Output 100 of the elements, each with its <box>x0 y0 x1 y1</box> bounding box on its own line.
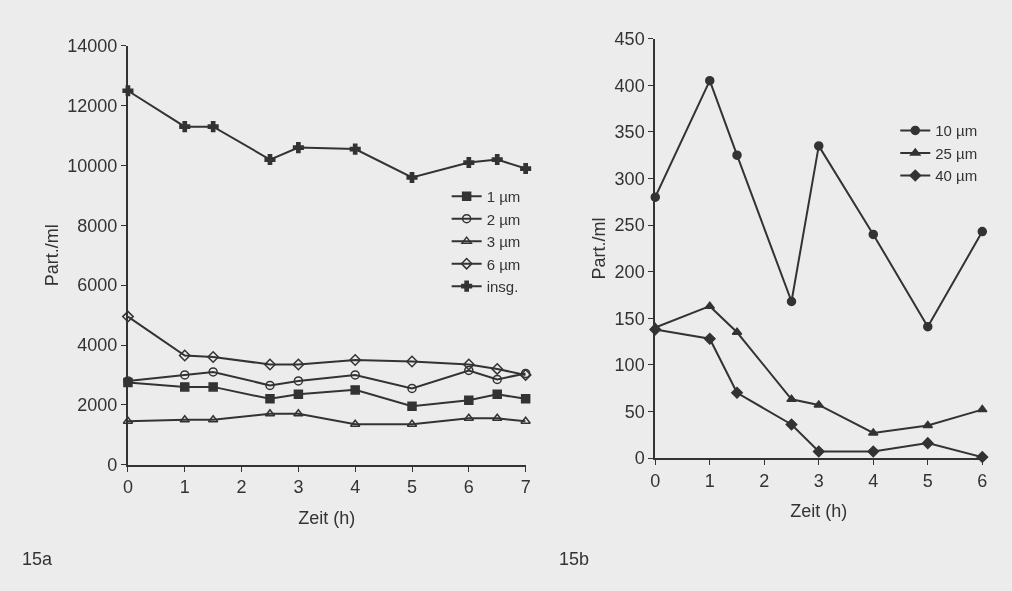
point <box>923 321 933 332</box>
point <box>122 416 134 425</box>
text: 15a <box>22 549 54 569</box>
point <box>407 401 417 412</box>
y-tick-label: 400 <box>614 75 645 96</box>
point <box>977 226 988 237</box>
y-tick-label: 0 <box>107 454 118 475</box>
y-tick-label: 0 <box>634 448 645 469</box>
y-tick-label: 14000 <box>67 36 118 57</box>
point <box>463 157 475 169</box>
point <box>732 150 742 160</box>
point <box>293 376 304 386</box>
y-tick-label: 12000 <box>67 96 118 117</box>
x-tick-label: 5 <box>922 470 933 491</box>
point <box>349 419 361 428</box>
y-axis-title: Part./ml <box>589 217 610 280</box>
y-tick-label: 350 <box>614 122 645 143</box>
y-tick-label: 6000 <box>77 275 118 296</box>
x-tick-label: 5 <box>407 477 418 498</box>
point <box>921 437 934 450</box>
x-tick-label: 2 <box>236 477 247 498</box>
point <box>180 382 190 392</box>
point <box>462 358 475 371</box>
x-axis-title: Zeit (h) <box>790 501 848 522</box>
point <box>520 416 532 425</box>
point <box>264 154 276 166</box>
legend-label: 6 µm <box>486 255 521 273</box>
point <box>207 121 219 133</box>
y-tick-label: 4000 <box>77 335 118 356</box>
point <box>264 358 276 371</box>
point <box>407 383 417 394</box>
point <box>786 296 797 307</box>
point <box>350 370 360 380</box>
point <box>406 419 418 428</box>
point <box>406 171 418 184</box>
x-tick-label: 2 <box>759 470 770 491</box>
point <box>406 355 418 368</box>
point <box>976 404 988 413</box>
point <box>492 389 502 400</box>
y-tick-label: 250 <box>614 215 645 236</box>
point <box>464 395 474 406</box>
point <box>121 310 134 323</box>
point <box>180 370 190 380</box>
x-tick-label: 3 <box>813 470 824 491</box>
y-tick-label: 450 <box>614 29 645 50</box>
x-tick-label: 4 <box>868 470 879 491</box>
y-tick-label: 8000 <box>77 215 118 236</box>
point <box>786 394 797 403</box>
y-tick-label: 10000 <box>67 155 118 176</box>
point <box>492 374 502 385</box>
point <box>868 229 879 240</box>
y-tick-label: 200 <box>614 261 645 282</box>
legend-label: 1 µm <box>486 188 521 205</box>
point <box>293 409 304 417</box>
point <box>731 386 743 399</box>
x-tick-label: 7 <box>520 477 531 498</box>
x-tick-label: 4 <box>350 477 361 498</box>
y-tick-label: 150 <box>614 308 645 329</box>
point <box>520 162 532 175</box>
point <box>867 445 880 458</box>
point <box>292 142 304 154</box>
y-tick-label: 100 <box>614 355 645 376</box>
legend-label: 40 µm <box>935 167 978 185</box>
point <box>703 332 716 345</box>
point <box>491 413 503 422</box>
point <box>208 382 218 392</box>
legend-label: 2 µm <box>486 210 521 228</box>
point <box>785 418 798 431</box>
x-tick-label: 0 <box>650 470 661 491</box>
point <box>208 367 218 377</box>
y-tick-label: 300 <box>614 168 645 189</box>
x-tick-label: 1 <box>704 470 715 491</box>
legend-label: 10 µm <box>935 122 978 140</box>
point <box>814 141 824 151</box>
point <box>350 385 360 395</box>
x-tick-label: 0 <box>122 477 133 498</box>
x-tick-label: 6 <box>463 477 474 498</box>
y-tick-label: 2000 <box>77 395 118 416</box>
point <box>705 75 715 86</box>
y-tick-label: 50 <box>624 401 645 422</box>
x-tick-label: 1 <box>179 477 190 498</box>
point <box>265 394 275 404</box>
x-tick-label: 3 <box>293 477 304 498</box>
legend-label: 3 µm <box>486 233 521 250</box>
y-axis-title: Part./ml <box>41 224 62 287</box>
point <box>265 380 275 391</box>
point <box>812 445 825 458</box>
text: 15b <box>559 549 590 569</box>
point <box>179 121 191 133</box>
point <box>349 143 361 155</box>
point <box>520 394 531 404</box>
point <box>293 389 304 400</box>
legend-label: 25 µm <box>935 144 978 162</box>
point <box>207 351 220 363</box>
x-axis-title: Zeit (h) <box>298 507 356 528</box>
point <box>464 365 474 376</box>
point <box>292 358 305 371</box>
point <box>349 354 362 366</box>
x-tick-label: 6 <box>977 470 988 491</box>
point <box>491 362 504 375</box>
